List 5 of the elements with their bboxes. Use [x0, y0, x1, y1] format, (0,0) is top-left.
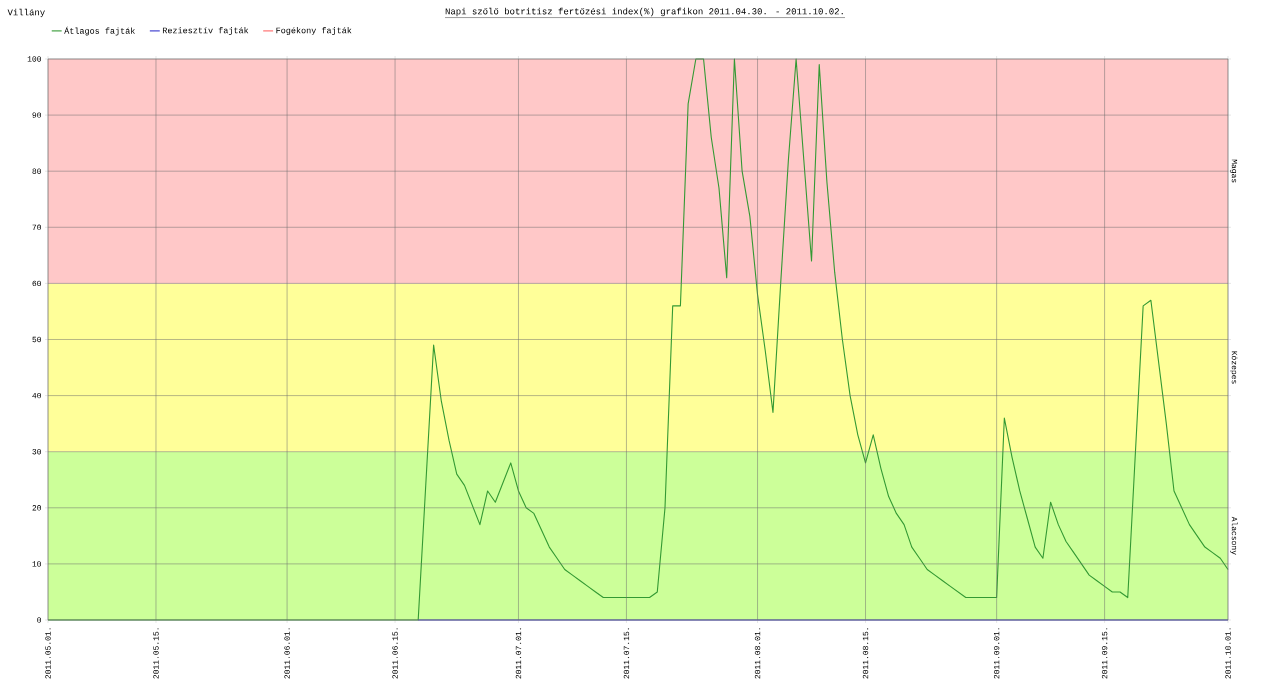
- legend-label: Fogékony fajták: [276, 27, 352, 35]
- text: Villány: [7, 8, 45, 18]
- chart-title: Napi szőlő botritisz fertőzési index(%) grafikon 2011.04.30. - 2011.10.02.: [445, 7, 843, 17]
- legend-label: Reziesztív fajták: [162, 27, 249, 35]
- legend-label: Átlagos fajták: [64, 26, 135, 36]
